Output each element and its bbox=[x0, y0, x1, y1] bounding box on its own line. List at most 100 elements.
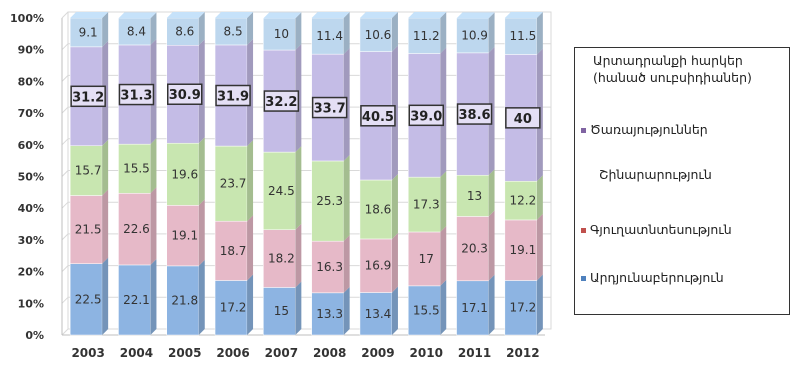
bar-segment-2004-s4 bbox=[118, 18, 151, 46]
legend-item-construction: Շինարարություն bbox=[599, 167, 712, 182]
legend-label-industry: Արդյունաբերություն bbox=[590, 270, 724, 285]
data-label-2009-s3: 40.5 bbox=[362, 110, 394, 125]
bar-top-2009 bbox=[359, 12, 398, 18]
data-label-2012-s4: 11.5 bbox=[509, 29, 536, 43]
bar-side-2008-s4 bbox=[343, 12, 350, 55]
y-tick-label: 30% bbox=[18, 234, 44, 247]
bar-top-2008 bbox=[311, 12, 350, 18]
data-label-2010-s3: 39.0 bbox=[410, 109, 442, 124]
bar-side-2008-s1 bbox=[343, 235, 350, 293]
x-tick-label: 2005 bbox=[168, 346, 201, 360]
grid-diagonal bbox=[61, 11, 69, 19]
data-label-2007-s2: 24.5 bbox=[268, 184, 295, 198]
bar-segment-2005-s0 bbox=[166, 265, 199, 336]
bar-side-2004-s1 bbox=[150, 187, 157, 265]
data-label-2009-s0: 13.4 bbox=[365, 307, 392, 321]
bar-side-2010-s4 bbox=[440, 12, 447, 54]
bar-side-2012-s4 bbox=[536, 12, 543, 55]
data-label-2003-s2: 15.7 bbox=[75, 164, 102, 178]
data-label-2006-s4: 8.5 bbox=[224, 24, 243, 38]
data-label-2011-s1: 20.3 bbox=[461, 242, 488, 256]
bar-top-2010 bbox=[408, 12, 447, 18]
y-tick-label: 70% bbox=[18, 107, 44, 120]
bar-segment-2004-s2 bbox=[118, 143, 151, 194]
data-label-2010-s2: 17.3 bbox=[413, 198, 440, 212]
bar-segment-2011-s1 bbox=[456, 216, 489, 282]
bar-side-2007-s2 bbox=[295, 146, 302, 230]
data-label-2003-s3: 31.2 bbox=[72, 90, 104, 105]
x-tick-label: 2007 bbox=[265, 346, 298, 360]
data-label-2009-s4: 10.6 bbox=[365, 28, 392, 42]
bar-side-2012-s1 bbox=[536, 213, 543, 281]
bar-top-2012 bbox=[504, 12, 543, 18]
data-label-2011-s2: 13 bbox=[467, 189, 482, 203]
x-tick-label: 2011 bbox=[458, 346, 491, 360]
x-tick-label: 2009 bbox=[361, 346, 394, 360]
bar-side-2004-s2 bbox=[150, 138, 157, 194]
x-tick-label: 2010 bbox=[410, 346, 443, 360]
bar-segment-2010-s0 bbox=[408, 285, 441, 336]
data-label-box bbox=[167, 83, 203, 105]
data-label-2009-s1: 16.9 bbox=[365, 259, 392, 273]
bar-side-2006-s1 bbox=[247, 215, 254, 281]
legend-marker-agriculture bbox=[581, 228, 586, 233]
bar-segment-2007-s0 bbox=[263, 287, 296, 336]
grid-diagonal bbox=[61, 265, 69, 272]
bar-segment-2003-s1 bbox=[69, 195, 103, 264]
data-label-box bbox=[118, 83, 155, 106]
data-label-2004-s1: 22.6 bbox=[123, 222, 150, 236]
bar-side-2007-s4 bbox=[295, 12, 302, 51]
data-label-2005-s4: 8.6 bbox=[175, 25, 194, 39]
data-label-2004-s3: 31.3 bbox=[120, 89, 152, 104]
bar-side-2006-s2 bbox=[247, 140, 254, 222]
data-label-2005-s0: 21.8 bbox=[171, 293, 198, 307]
bar-side-2009-s2 bbox=[391, 173, 398, 239]
bar-segment-2003-s2 bbox=[69, 145, 103, 196]
data-label-2010-s1: 17 bbox=[419, 252, 434, 266]
data-label-box bbox=[505, 107, 541, 129]
bar-side-2006-s4 bbox=[247, 12, 254, 45]
bar-side-2004-s0 bbox=[150, 258, 157, 335]
grid-diagonal bbox=[61, 138, 69, 146]
data-label-box bbox=[408, 104, 444, 127]
data-label-2010-s4: 11.2 bbox=[413, 29, 440, 43]
data-label-box bbox=[456, 103, 493, 125]
bar-side-2011-s2 bbox=[488, 169, 495, 217]
legend: Արտադրանքի հարկեր (հանած սուբսիդիաներ) Ծ… bbox=[574, 47, 790, 315]
legend-marker-services bbox=[581, 128, 586, 133]
x-tick-label: 2003 bbox=[71, 346, 104, 360]
data-label-2007-s0: 15 bbox=[274, 304, 289, 318]
data-label-2007-s1: 18.2 bbox=[268, 252, 295, 266]
data-label-2007-s3: 32.2 bbox=[265, 95, 297, 110]
data-label-box bbox=[360, 105, 396, 127]
bar-segment-2005-s4 bbox=[166, 17, 199, 46]
y-tick-label: 20% bbox=[18, 266, 44, 279]
grid-diagonal bbox=[61, 328, 69, 336]
data-label-2006-s3: 31.9 bbox=[217, 90, 249, 105]
bar-side-2003-s4 bbox=[102, 12, 109, 47]
data-label-2006-s1: 18.7 bbox=[220, 244, 247, 258]
bar-side-2003-s1 bbox=[102, 189, 109, 264]
data-label-2008-s3: 33.7 bbox=[314, 102, 346, 117]
bar-side-2012-s0 bbox=[536, 274, 543, 335]
y-tick-label: 10% bbox=[18, 297, 44, 310]
data-label-2009-s2: 18.6 bbox=[365, 202, 392, 216]
bar-side-2005-s1 bbox=[198, 199, 205, 266]
data-label-2011-s4: 10.9 bbox=[461, 29, 488, 43]
data-label-box bbox=[263, 90, 300, 112]
x-tick-label: 2012 bbox=[506, 346, 539, 360]
bar-side-2012-s2 bbox=[536, 175, 543, 220]
bar-side-2010-s0 bbox=[440, 279, 447, 335]
bar-side-2010-s1 bbox=[440, 225, 447, 286]
bar-side-2008-s0 bbox=[343, 286, 350, 335]
data-label-2003-s1: 21.5 bbox=[75, 223, 102, 237]
legend-label-construction: Շինարարություն bbox=[599, 167, 712, 182]
bar-segment-2009-s2 bbox=[359, 179, 393, 240]
bar-side-2003-s0 bbox=[102, 257, 109, 335]
bar-segment-2007-s1 bbox=[263, 229, 296, 288]
data-label-2004-s0: 22.1 bbox=[123, 293, 150, 307]
bar-segment-2008-s1 bbox=[311, 240, 344, 294]
bar-segment-2009-s1 bbox=[359, 238, 393, 293]
data-label-2012-s2: 12.2 bbox=[509, 194, 536, 208]
